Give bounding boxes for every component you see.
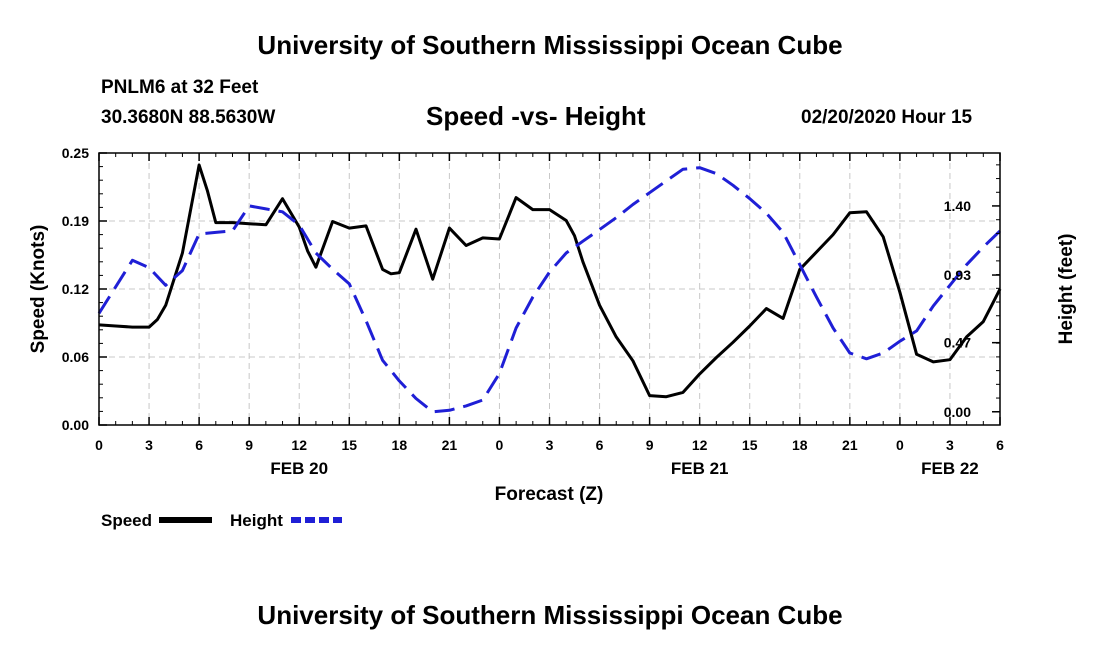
chart-axes: 0 3 6 9 12 15 18 21 0 3 6 9 12 15 18 21 0 3 6 FEB 20 FEB 21 F… (62, 145, 1004, 478)
legend-label-speed: Speed (101, 511, 152, 530)
x-tick-label: 6 (596, 437, 604, 453)
x-tick-label: 9 (245, 437, 253, 453)
page-footer-title: University of Southern Mississippi Ocean… (257, 600, 843, 630)
y-right-tick-label: 1.40 (944, 198, 971, 214)
x-tick-label: 21 (442, 437, 458, 453)
x-tick-label: 3 (546, 437, 554, 453)
x-tick-label: 12 (692, 437, 708, 453)
page-title: University of Southern Mississippi Ocean… (257, 30, 843, 60)
x-tick-label: 18 (792, 437, 808, 453)
x-tick-label: 12 (291, 437, 307, 453)
chart-legend: Speed Height (101, 511, 342, 530)
y-right-tick-label: 0.93 (944, 267, 971, 283)
x-tick-label: 21 (842, 437, 858, 453)
y-right-tick-label: 0.47 (944, 335, 971, 351)
x-tick-label: 18 (392, 437, 408, 453)
legend-label-height: Height (230, 511, 283, 530)
y-left-tick-label: 0.25 (62, 145, 89, 161)
x-date-label: FEB 22 (921, 459, 979, 478)
x-tick-label: 0 (496, 437, 504, 453)
x-tick-label: 15 (341, 437, 357, 453)
series-line-speed (98, 163, 1002, 399)
x-tick-label: 15 (742, 437, 758, 453)
x-date-label: FEB 20 (270, 459, 328, 478)
x-tick-label: 0 (95, 437, 103, 453)
y-axis-left-label: Speed (Knots) (28, 225, 49, 354)
y-left-tick-label: 0.06 (62, 349, 89, 365)
station-coordinates: 30.3680N 88.5630W (101, 107, 276, 128)
series-layer (97, 163, 1002, 414)
y-left-tick-label: 0.12 (62, 281, 89, 297)
x-tick-label: 3 (145, 437, 153, 453)
y-axis-right-label: Height (feet) (1056, 234, 1077, 345)
x-tick-label: 6 (996, 437, 1004, 453)
x-axis-label: Forecast (Z) (495, 484, 604, 505)
x-tick-label: 6 (195, 437, 203, 453)
chart-title: Speed -vs- Height (426, 101, 646, 131)
x-tick-label: 0 (896, 437, 904, 453)
x-tick-label: 9 (646, 437, 654, 453)
y-right-tick-label: 0.00 (944, 404, 971, 420)
chart-grid (99, 153, 1000, 425)
series-line-height (97, 166, 1002, 414)
station-label: PNLM6 at 32 Feet (101, 77, 259, 98)
y-left-tick-label: 0.00 (62, 417, 89, 433)
y-left-tick-label: 0.19 (62, 213, 89, 229)
x-tick-label: 3 (946, 437, 954, 453)
forecast-run-time: 02/20/2020 Hour 15 (801, 107, 973, 128)
x-date-label: FEB 21 (671, 459, 729, 478)
